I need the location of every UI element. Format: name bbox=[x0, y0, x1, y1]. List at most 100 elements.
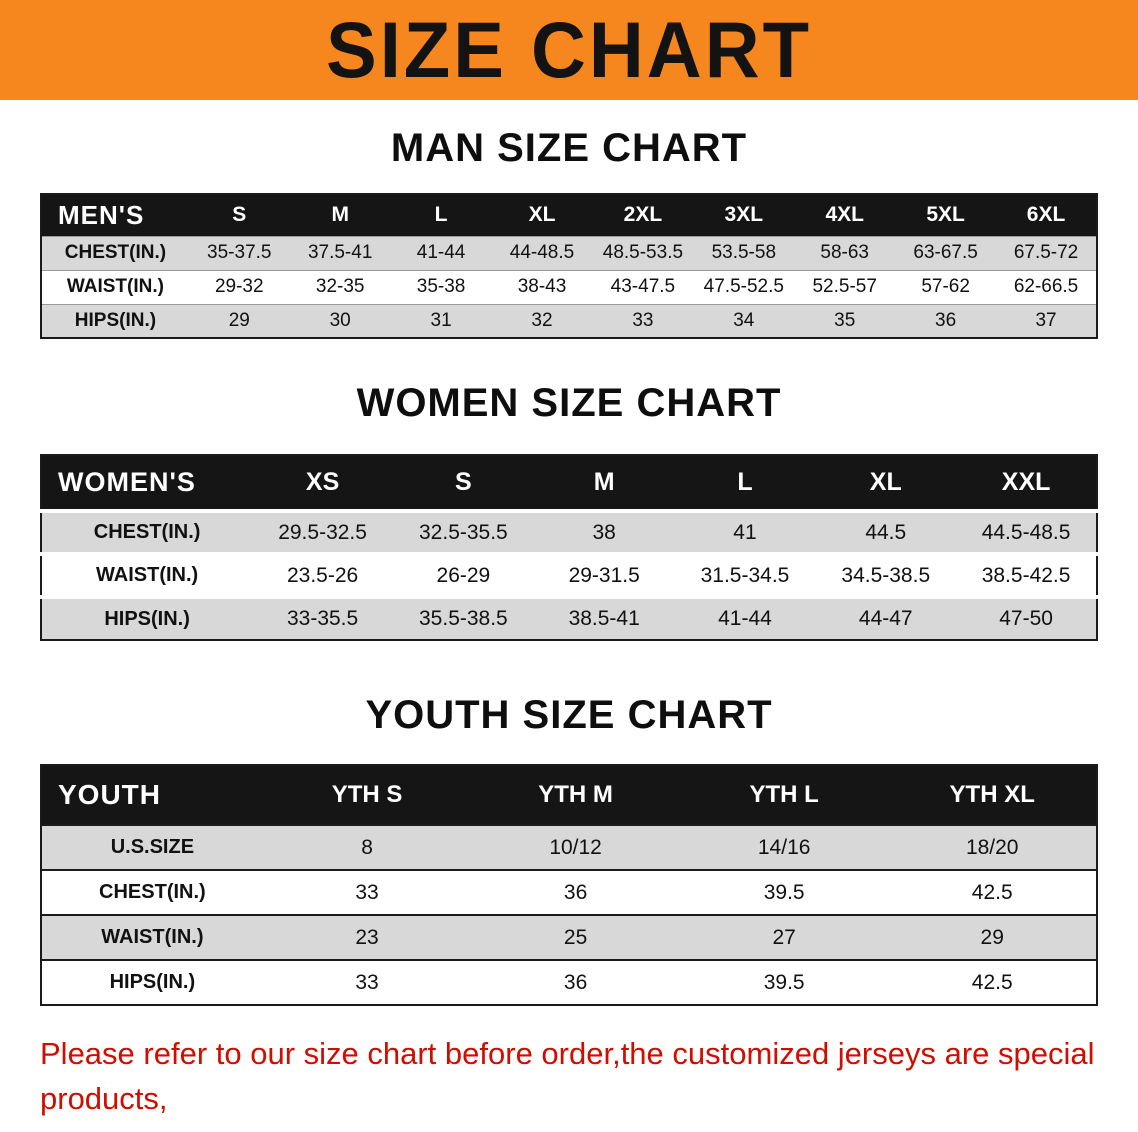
cell: 44.5-48.5 bbox=[981, 520, 1071, 544]
cell: 29.5-32.5 bbox=[278, 520, 367, 544]
youth-section: YOUTH SIZE CHART YOUTH YTH S YTH M YTH L… bbox=[0, 641, 1138, 1006]
youth-header-row: YOUTH YTH S YTH M YTH L YTH XL bbox=[41, 765, 1097, 825]
cell: 8 bbox=[361, 835, 373, 859]
page-title: SIZE CHART bbox=[326, 5, 812, 95]
cell: 32.5-35.5 bbox=[419, 520, 508, 544]
col-header: L bbox=[434, 203, 448, 227]
cell: 38.5-42.5 bbox=[981, 563, 1071, 587]
cell: 23.5-26 bbox=[286, 563, 359, 587]
cell: 48.5-53.5 bbox=[602, 242, 684, 263]
col-header: S bbox=[455, 468, 472, 496]
col-header: M bbox=[331, 203, 349, 227]
cell: 58-63 bbox=[820, 242, 870, 263]
col-header: YTH S bbox=[331, 781, 403, 808]
col-header: 6XL bbox=[1026, 203, 1066, 227]
row-label: HIPS(IN.) bbox=[104, 607, 190, 630]
cell: 29 bbox=[980, 925, 1004, 949]
col-header: L bbox=[737, 468, 753, 496]
cell: 34 bbox=[733, 309, 755, 331]
table-row: WAIST(IN.) 23.5-26 26-29 29-31.5 31.5-34… bbox=[41, 554, 1097, 597]
men-section: MAN SIZE CHART MEN'S S M L XL 2XL 3XL 4X… bbox=[0, 100, 1138, 339]
row-label: HIPS(IN.) bbox=[109, 971, 196, 993]
cell: 33-35.5 bbox=[286, 607, 359, 630]
cell: 35-37.5 bbox=[207, 242, 272, 263]
row-label: CHEST(IN.) bbox=[93, 521, 201, 543]
cell: 47-50 bbox=[999, 607, 1053, 630]
women-heading: WOMEN SIZE CHART bbox=[356, 381, 782, 425]
cell: 35.5-38.5 bbox=[419, 607, 508, 630]
table-row: CHEST(IN.) 33 36 39.5 42.5 bbox=[41, 870, 1097, 915]
men-size-table: MEN'S S M L XL 2XL 3XL 4XL 5XL 6XL CHEST… bbox=[40, 193, 1098, 339]
cell: 32 bbox=[531, 309, 553, 331]
table-row: HIPS(IN.) 29 30 31 32 33 34 35 36 37 bbox=[41, 304, 1097, 338]
cell: 62-66.5 bbox=[1013, 276, 1079, 297]
cell: 44-47 bbox=[858, 607, 913, 630]
table-row: HIPS(IN.) 33 36 39.5 42.5 bbox=[41, 960, 1097, 1005]
cell: 14/16 bbox=[757, 835, 811, 859]
col-header: XL bbox=[869, 468, 902, 496]
cell: 25 bbox=[563, 925, 588, 949]
cell: 43-47.5 bbox=[610, 276, 676, 297]
cell: 41 bbox=[733, 520, 757, 544]
cell: 38.5-41 bbox=[568, 607, 640, 630]
cell: 38-43 bbox=[517, 276, 567, 297]
cell: 53.5-58 bbox=[711, 242, 777, 263]
youth-size-table: YOUTH YTH S YTH M YTH L YTH XL U.S.SIZE … bbox=[40, 764, 1098, 1006]
cell: 41-44 bbox=[416, 242, 466, 263]
cell: 44.5 bbox=[865, 520, 907, 544]
cell: 38 bbox=[592, 520, 616, 544]
cell: 47.5-52.5 bbox=[703, 276, 784, 297]
col-header: XL bbox=[528, 203, 556, 227]
cell: 26-29 bbox=[436, 563, 491, 587]
banner: SIZE CHART bbox=[0, 0, 1138, 100]
cell: 52.5-57 bbox=[812, 276, 877, 297]
table-row: CHEST(IN.) 29.5-32.5 32.5-35.5 38 41 44.… bbox=[41, 511, 1097, 554]
cell: 44-48.5 bbox=[509, 242, 575, 263]
table-row: HIPS(IN.) 33-35.5 35.5-38.5 38.5-41 41-4… bbox=[41, 597, 1097, 640]
cell: 39.5 bbox=[763, 970, 805, 994]
women-section: WOMEN SIZE CHART WOMEN'S XS S M L XL XXL… bbox=[0, 339, 1138, 641]
cell: 42.5 bbox=[971, 880, 1013, 904]
cell: 31.5-34.5 bbox=[700, 563, 790, 587]
col-header: 3XL bbox=[724, 203, 764, 227]
cell: 29 bbox=[228, 309, 250, 331]
footer-line-1: Please refer to our size chart before or… bbox=[40, 1036, 1095, 1116]
row-label: WAIST(IN.) bbox=[66, 276, 164, 297]
row-label: WAIST(IN.) bbox=[101, 926, 204, 948]
col-header: S bbox=[232, 203, 247, 227]
col-header: XS bbox=[305, 468, 340, 496]
col-header: 5XL bbox=[926, 203, 965, 227]
cell: 37 bbox=[1035, 309, 1057, 331]
cell: 39.5 bbox=[763, 880, 805, 904]
cell: 35-38 bbox=[416, 276, 466, 297]
cell: 67.5-72 bbox=[1013, 242, 1079, 263]
cell: 30 bbox=[329, 309, 351, 331]
row-label: CHEST(IN.) bbox=[99, 881, 206, 903]
cell: 33 bbox=[355, 970, 379, 994]
col-header: YTH XL bbox=[949, 781, 1035, 808]
cell: 35 bbox=[834, 309, 856, 331]
row-label: HIPS(IN.) bbox=[74, 309, 157, 331]
cell: 36 bbox=[563, 880, 588, 904]
cell: 29-31.5 bbox=[568, 563, 640, 587]
cell: 18/20 bbox=[965, 835, 1019, 859]
cell: 36 bbox=[935, 309, 957, 331]
men-table-label: MEN'S bbox=[58, 199, 145, 230]
col-header: 4XL bbox=[825, 203, 864, 227]
table-row: WAIST(IN.) 23 25 27 29 bbox=[41, 915, 1097, 960]
youth-heading: YOUTH SIZE CHART bbox=[365, 693, 773, 737]
col-header: YTH M bbox=[538, 781, 613, 808]
cell: 34.5-38.5 bbox=[841, 563, 931, 587]
women-table-label: WOMEN'S bbox=[58, 467, 196, 497]
women-header-row: WOMEN'S XS S M L XL XXL bbox=[41, 455, 1097, 511]
cell: 42.5 bbox=[971, 970, 1013, 994]
cell: 32-35 bbox=[315, 276, 365, 297]
table-row: CHEST(IN.) 35-37.5 37.5-41 41-44 44-48.5… bbox=[41, 236, 1097, 270]
cell: 33 bbox=[355, 880, 379, 904]
row-label: WAIST(IN.) bbox=[95, 564, 199, 586]
cell: 23 bbox=[355, 925, 379, 949]
men-heading: MAN SIZE CHART bbox=[390, 126, 748, 170]
cell: 37.5-41 bbox=[307, 242, 373, 263]
cell: 33 bbox=[632, 309, 654, 331]
